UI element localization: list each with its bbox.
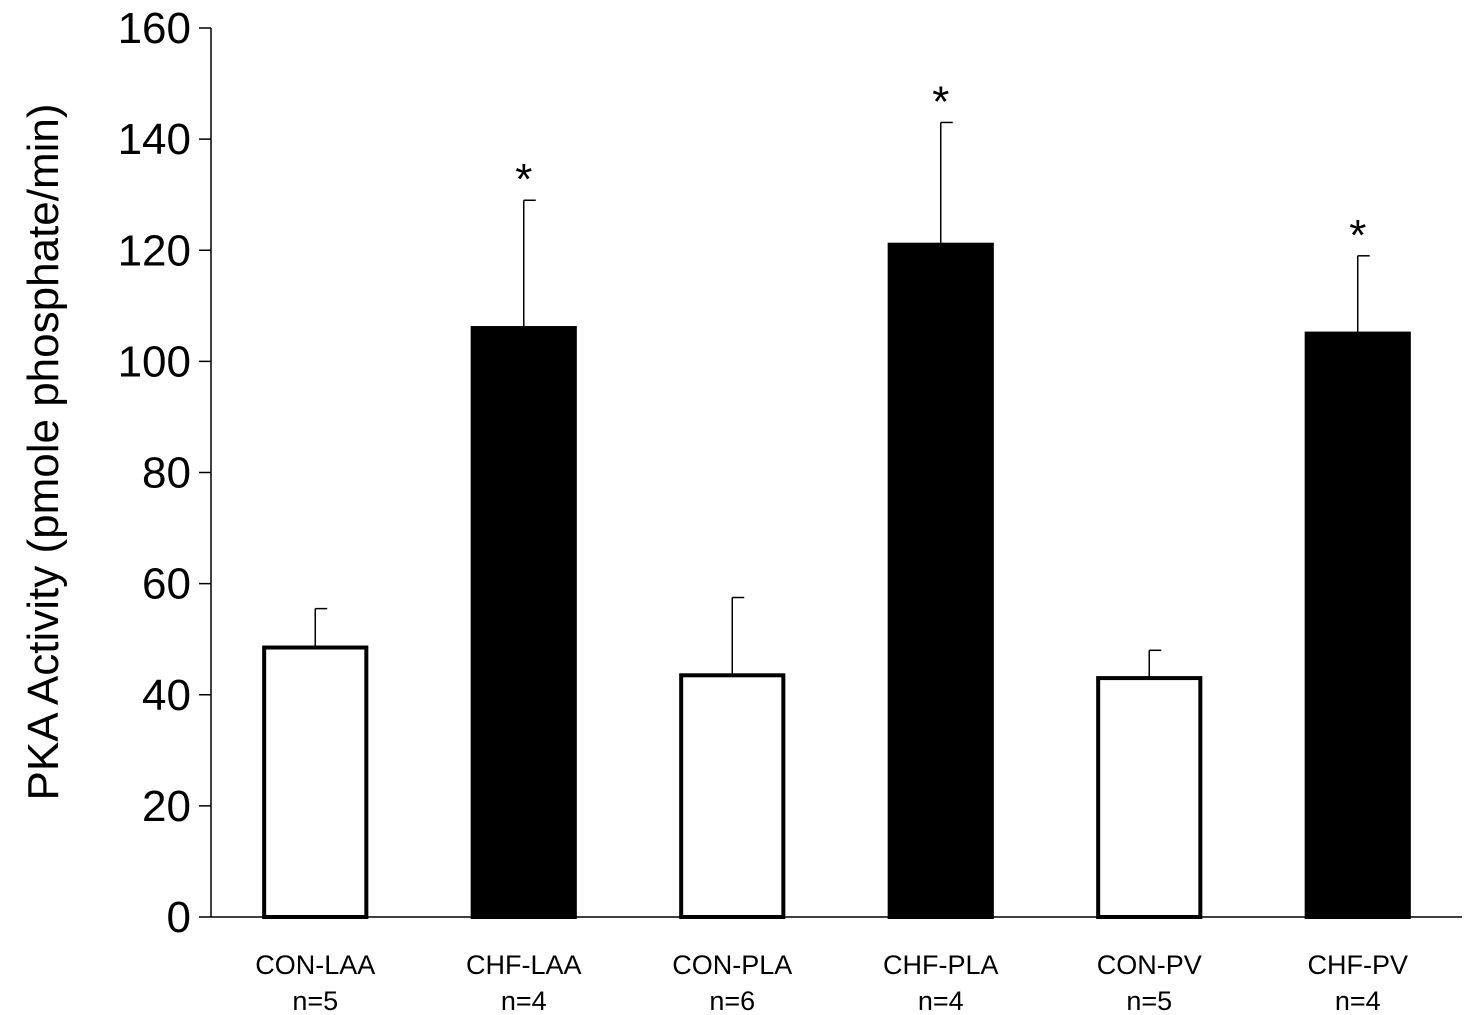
sample-size-label: n=4: [918, 986, 964, 1015]
y-tick-label: 100: [118, 337, 191, 386]
y-tick-label: 60: [142, 560, 191, 609]
bar: [887, 242, 994, 920]
bar: [1096, 676, 1203, 919]
category-label: CON-PV: [1097, 950, 1202, 980]
y-axis-label: PKA Activity (pmole phosphate/min): [19, 104, 68, 801]
bar: [262, 645, 369, 919]
sample-size-label: n=6: [709, 986, 755, 1015]
sample-size-label: n=4: [501, 986, 547, 1015]
bars: * * *: [262, 77, 1411, 920]
bar: [1304, 331, 1411, 919]
y-tick-label: 40: [142, 671, 191, 720]
y-tick-label: 120: [118, 226, 191, 275]
category-label: CON-PLA: [672, 950, 792, 980]
y-tick-label: 0: [167, 893, 191, 942]
significance-marker: *: [932, 77, 949, 126]
y-tick-label: 160: [118, 4, 191, 53]
significance-marker: *: [515, 155, 532, 204]
bar: [470, 326, 577, 920]
y-tick-label: 20: [142, 782, 191, 831]
significance-marker: *: [1349, 211, 1366, 260]
sample-size-label: n=4: [1335, 986, 1381, 1015]
y-tick-label: 80: [142, 449, 191, 498]
bar: [679, 673, 786, 919]
y-axis: 0 20 40 60 80 100 120 140 160: [118, 4, 212, 942]
category-label: CON-LAA: [255, 950, 375, 980]
sample-size-label: n=5: [292, 986, 338, 1015]
category-label: CHF-PV: [1308, 950, 1409, 980]
y-tick-label: 140: [118, 115, 191, 164]
category-label: CHF-LAA: [466, 950, 582, 980]
category-label: CHF-PLA: [883, 950, 999, 980]
category-labels: CON-LAA n=5 CHF-LAA n=4 CON-PLA n=6 CHF-PLA n=4…: [255, 950, 1408, 1015]
sample-size-label: n=5: [1126, 986, 1172, 1015]
